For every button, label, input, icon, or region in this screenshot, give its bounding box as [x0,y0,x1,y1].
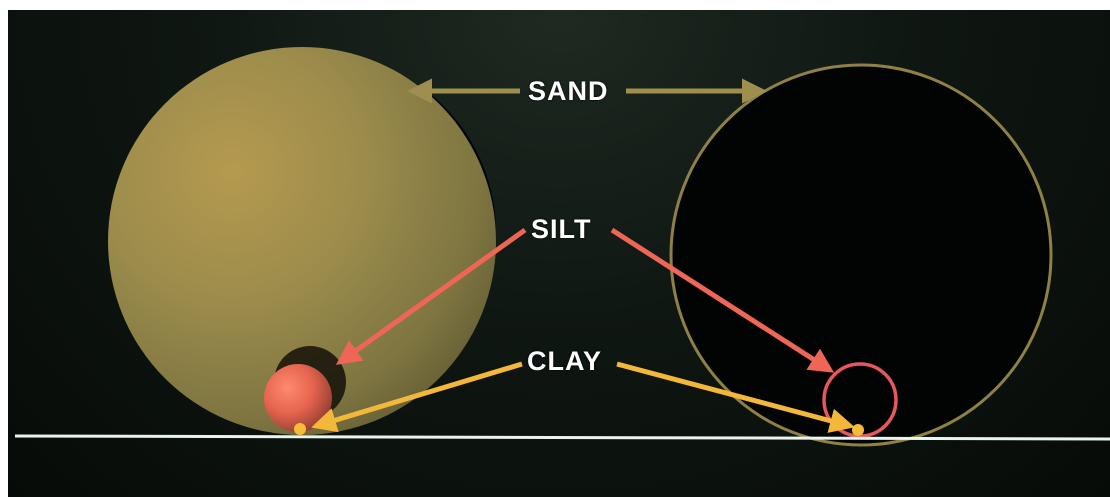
silt-label: SILT [531,214,592,244]
sand-outline-circle [669,63,1053,447]
clay-label: CLAY [527,346,603,376]
sand-label: SAND [528,76,609,106]
clay-arrow-right [616,361,855,433]
clay-dot-left [294,423,306,435]
sand-sphere [108,47,496,435]
silt-arrow-left [335,227,527,365]
ground-baseline [14,434,1110,441]
silt-outline-circle [822,362,898,438]
clay-dot-right [852,424,864,436]
silt-arrow-right [610,227,835,373]
clay-arrow-left [311,361,523,433]
